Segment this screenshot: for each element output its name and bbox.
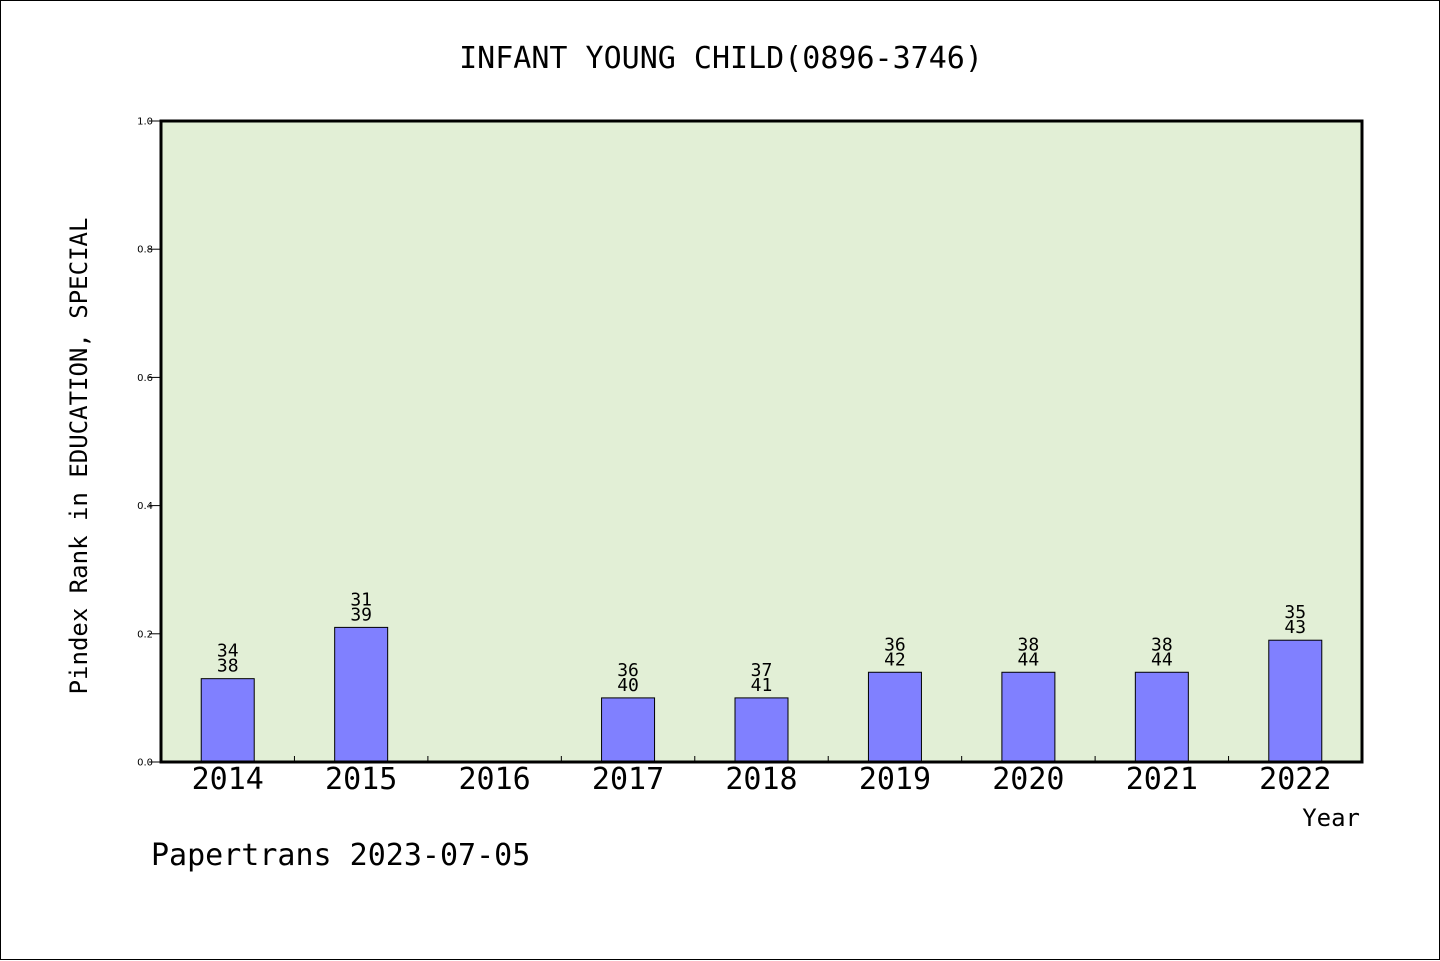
bar-label-top: 37 [751, 660, 773, 681]
x-axis-tick-labels: 2014 2015 2016 2017 2018 2019 2020 2021 2022 [192, 762, 1332, 797]
bar-label-top: 34 [217, 641, 239, 662]
bar-label-bottom: 44 [1151, 649, 1173, 670]
bar-label-top: 38 [1018, 634, 1040, 655]
x-tick-label: 2014 [192, 762, 264, 797]
x-tick-label: 2017 [592, 762, 664, 797]
bar-label-bottom: 40 [617, 675, 639, 696]
bar-label-bottom: 42 [884, 649, 906, 670]
bar-label-bottom: 39 [350, 604, 372, 625]
x-tick-label: 2018 [725, 762, 797, 797]
y-axis-label: Pindex Rank in EDUCATION, SPECIAL [65, 218, 93, 695]
chart-title: INFANT YOUNG CHILD(0896-3746) [459, 41, 983, 76]
y-tick-label: 0.2 [137, 629, 153, 640]
bar [601, 697, 656, 763]
bar-label-bottom: 43 [1284, 617, 1306, 638]
footer-credit: Papertrans 2023-07-05 [151, 838, 530, 873]
x-tick-label: 2015 [325, 762, 397, 797]
bar [200, 678, 255, 763]
x-tick-label: 2020 [992, 762, 1064, 797]
bar [1001, 671, 1056, 763]
bars-group [200, 626, 1323, 763]
plot-border [159, 119, 1364, 764]
bar [867, 671, 922, 763]
y-tick-label: 1.0 [137, 117, 153, 128]
bar-label-top: 38 [1151, 634, 1173, 655]
y-tick-label: 0.8 [137, 245, 153, 256]
y-tick-label: 0.6 [137, 373, 153, 384]
bar-label-bottom: 44 [1018, 649, 1040, 670]
y-tick-label: 0.0 [137, 758, 153, 769]
bar-label-top: 35 [1284, 602, 1306, 623]
y-axis-tick-labels: 0.0 0.2 0.4 0.6 0.8 1.0 [137, 117, 153, 769]
bar-label-top: 36 [884, 634, 906, 655]
bar-label-bottom: 41 [751, 675, 773, 696]
bar [334, 626, 389, 763]
bar-label-top: 31 [350, 589, 372, 610]
x-tick-label: 2022 [1259, 762, 1331, 797]
bar [1268, 639, 1323, 763]
bar [1134, 671, 1189, 763]
bar [734, 697, 789, 763]
y-axis-ticks [149, 120, 161, 763]
x-axis-label: Year [1302, 804, 1360, 832]
bar-label-top: 36 [617, 660, 639, 681]
y-tick-label: 0.4 [137, 501, 153, 512]
x-tick-label: 2019 [859, 762, 931, 797]
x-tick-label: 2016 [458, 762, 530, 797]
bar-label-bottom: 38 [217, 656, 239, 677]
x-tick-label: 2021 [1126, 762, 1198, 797]
